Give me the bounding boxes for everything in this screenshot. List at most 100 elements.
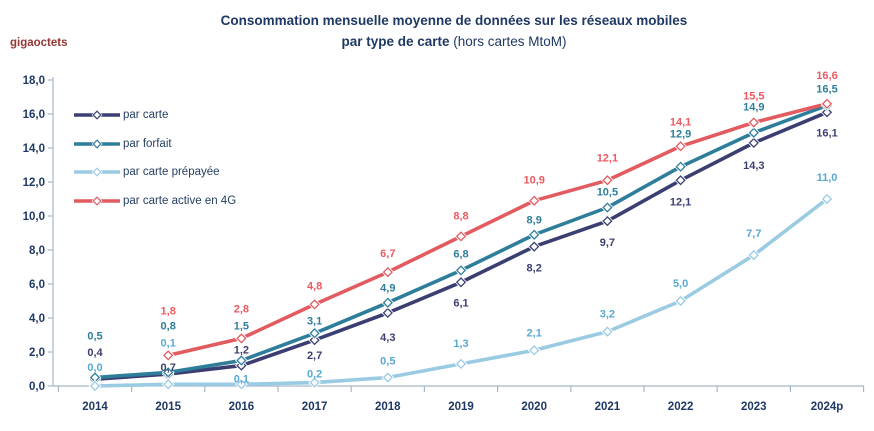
data-point-par-carte-active-en-4g (821, 98, 833, 109)
data-label-par-forfait: 6,8 (453, 248, 468, 260)
data-point-par-carte-prepayee (675, 295, 686, 307)
x-axis-label: 2014 (82, 401, 108, 413)
data-label-par-carte: 8,2 (527, 263, 542, 275)
data-point-par-carte-prepayee (529, 345, 540, 356)
data-point-par-carte (382, 307, 393, 319)
data-point-par-carte-prepayee (602, 326, 613, 337)
legend-marker-diamond (92, 196, 102, 206)
legend-swatch-icon (74, 195, 120, 207)
y-axis-tick-label: 2,0 (29, 347, 45, 359)
chart-title-line1: Consommation mensuelle moyenne de donnée… (220, 13, 688, 28)
data-label-par-carte-active-en-4g: 1,8 (161, 305, 176, 317)
data-label-par-carte-active-en-4g: 15,5 (743, 91, 764, 103)
data-point-par-carte-active-en-4g (163, 350, 174, 361)
legend-marker-diamond (92, 139, 102, 149)
data-point-par-forfait (455, 265, 467, 276)
data-label-par-carte-prepayee: 7,7 (746, 228, 761, 240)
data-label-par-forfait: 14,9 (743, 102, 764, 114)
legend-item-par-carte-active-4g: par carte active en 4G (74, 187, 236, 216)
chart-title-line2: par type de carte (hors cartes MtoM) (34, 31, 874, 52)
data-point-par-forfait (529, 229, 540, 240)
data-point-par-carte-active-en-4g (602, 175, 613, 186)
data-point-par-carte-active-en-4g (309, 299, 320, 310)
chart-title-line2-regular: (hors cartes MtoM) (453, 34, 567, 49)
series-line-par-carte-active-en-4g (166, 102, 829, 358)
data-point-par-carte-prepayee (455, 358, 467, 370)
x-axis-label: 2023 (741, 401, 767, 413)
data-point-par-carte-prepayee (821, 193, 833, 205)
y-axis-tick-label: 18,0 (23, 75, 45, 87)
data-point-par-carte-active-en-4g (675, 141, 686, 152)
data-label-par-carte-prepayee: 2,1 (527, 327, 542, 339)
x-axis-label: 2021 (595, 401, 621, 413)
data-label-par-carte-active-en-4g: 16,6 (816, 70, 837, 82)
data-point-par-carte (602, 215, 613, 227)
data-point-par-carte-prepayee (382, 372, 393, 383)
data-label-par-carte-active-en-4g: 2,8 (234, 303, 249, 315)
data-label-par-carte-active-en-4g: 10,9 (523, 175, 544, 187)
data-point-par-carte-prepayee (236, 379, 247, 390)
data-point-par-carte (529, 241, 540, 252)
x-axis-label: 2022 (668, 401, 694, 413)
data-label-par-carte-prepayee: 0,1 (161, 337, 176, 349)
data-label-par-forfait: 4,9 (380, 283, 395, 295)
data-point-par-carte-active-en-4g (236, 333, 247, 344)
legend-swatch-icon (74, 138, 120, 150)
data-point-par-carte (675, 175, 686, 186)
data-label-par-carte-active-en-4g: 12,1 (597, 152, 618, 164)
data-label-par-carte: 0,4 (87, 347, 103, 359)
data-point-par-carte-prepayee (748, 249, 759, 261)
data-label-par-forfait: 8,9 (527, 215, 542, 227)
data-label-par-forfait: 16,5 (816, 84, 837, 96)
y-axis-tick-label: 14,0 (23, 143, 45, 155)
legend-label: par carte prépayée (123, 166, 220, 179)
data-label-par-carte: 6,1 (453, 297, 468, 309)
legend-swatch-icon (74, 166, 120, 178)
data-label-par-carte-active-en-4g: 4,8 (307, 280, 322, 292)
chart-title-line2-bold: par type de carte (341, 34, 454, 49)
y-axis-tick-label: 6,0 (29, 279, 45, 291)
legend-marker-diamond (92, 167, 102, 177)
data-label-par-carte-prepayee: 11,0 (817, 172, 838, 184)
data-point-par-carte (455, 277, 467, 288)
x-axis-label: 2018 (375, 401, 401, 413)
data-label-par-forfait: 10,5 (597, 187, 618, 199)
x-axis-label: 2015 (155, 401, 181, 413)
data-label-par-carte: 1,2 (234, 345, 249, 357)
data-label-par-carte: 4,3 (380, 332, 395, 344)
x-axis-label: 2019 (448, 401, 474, 413)
legend-item-par-carte-prepayee: par carte prépayée (74, 158, 236, 187)
data-point-par-carte-active-en-4g (529, 195, 540, 206)
x-axis-label: 2016 (229, 401, 255, 413)
data-label-par-carte: 14,3 (743, 160, 764, 172)
data-label-par-carte-active-en-4g: 14,1 (670, 116, 691, 128)
data-point-par-forfait (236, 355, 247, 366)
data-label-par-forfait: 12,9 (670, 129, 691, 141)
data-label-par-carte: 16,1 (816, 127, 837, 139)
x-axis-label: 2024p (811, 401, 844, 413)
chart-title: Consommation mensuelle moyenne de donnée… (0, 10, 874, 52)
y-axis-tick-label: 10,0 (23, 211, 45, 223)
legend-marker-diamond (92, 110, 102, 120)
chart-legend: par carte par forfait par carte prépayée… (74, 101, 236, 215)
data-point-par-carte-prepayee (309, 377, 320, 388)
data-label-par-forfait: 3,1 (307, 315, 322, 327)
data-point-par-carte-active-en-4g (455, 231, 467, 242)
data-point-par-forfait (675, 161, 686, 172)
legend-label: par carte active en 4G (123, 194, 237, 207)
data-point-par-carte-active-en-4g (748, 117, 759, 128)
data-point-par-carte-prepayee (89, 380, 101, 392)
x-axis-label: 2020 (521, 401, 547, 413)
data-point-par-forfait (602, 202, 613, 213)
data-label-par-carte: 2,7 (307, 350, 322, 362)
legend-item-par-carte: par carte (74, 101, 236, 130)
y-axis-tick-label: 12,0 (23, 177, 45, 189)
data-point-par-carte (309, 334, 320, 346)
data-label-par-carte-prepayee: 1,3 (453, 338, 468, 350)
data-point-par-forfait (309, 328, 320, 339)
legend-item-par-forfait: par forfait (74, 130, 236, 159)
data-label-par-carte: 9,7 (600, 237, 615, 249)
y-axis-tick-label: 0,0 (29, 381, 45, 393)
